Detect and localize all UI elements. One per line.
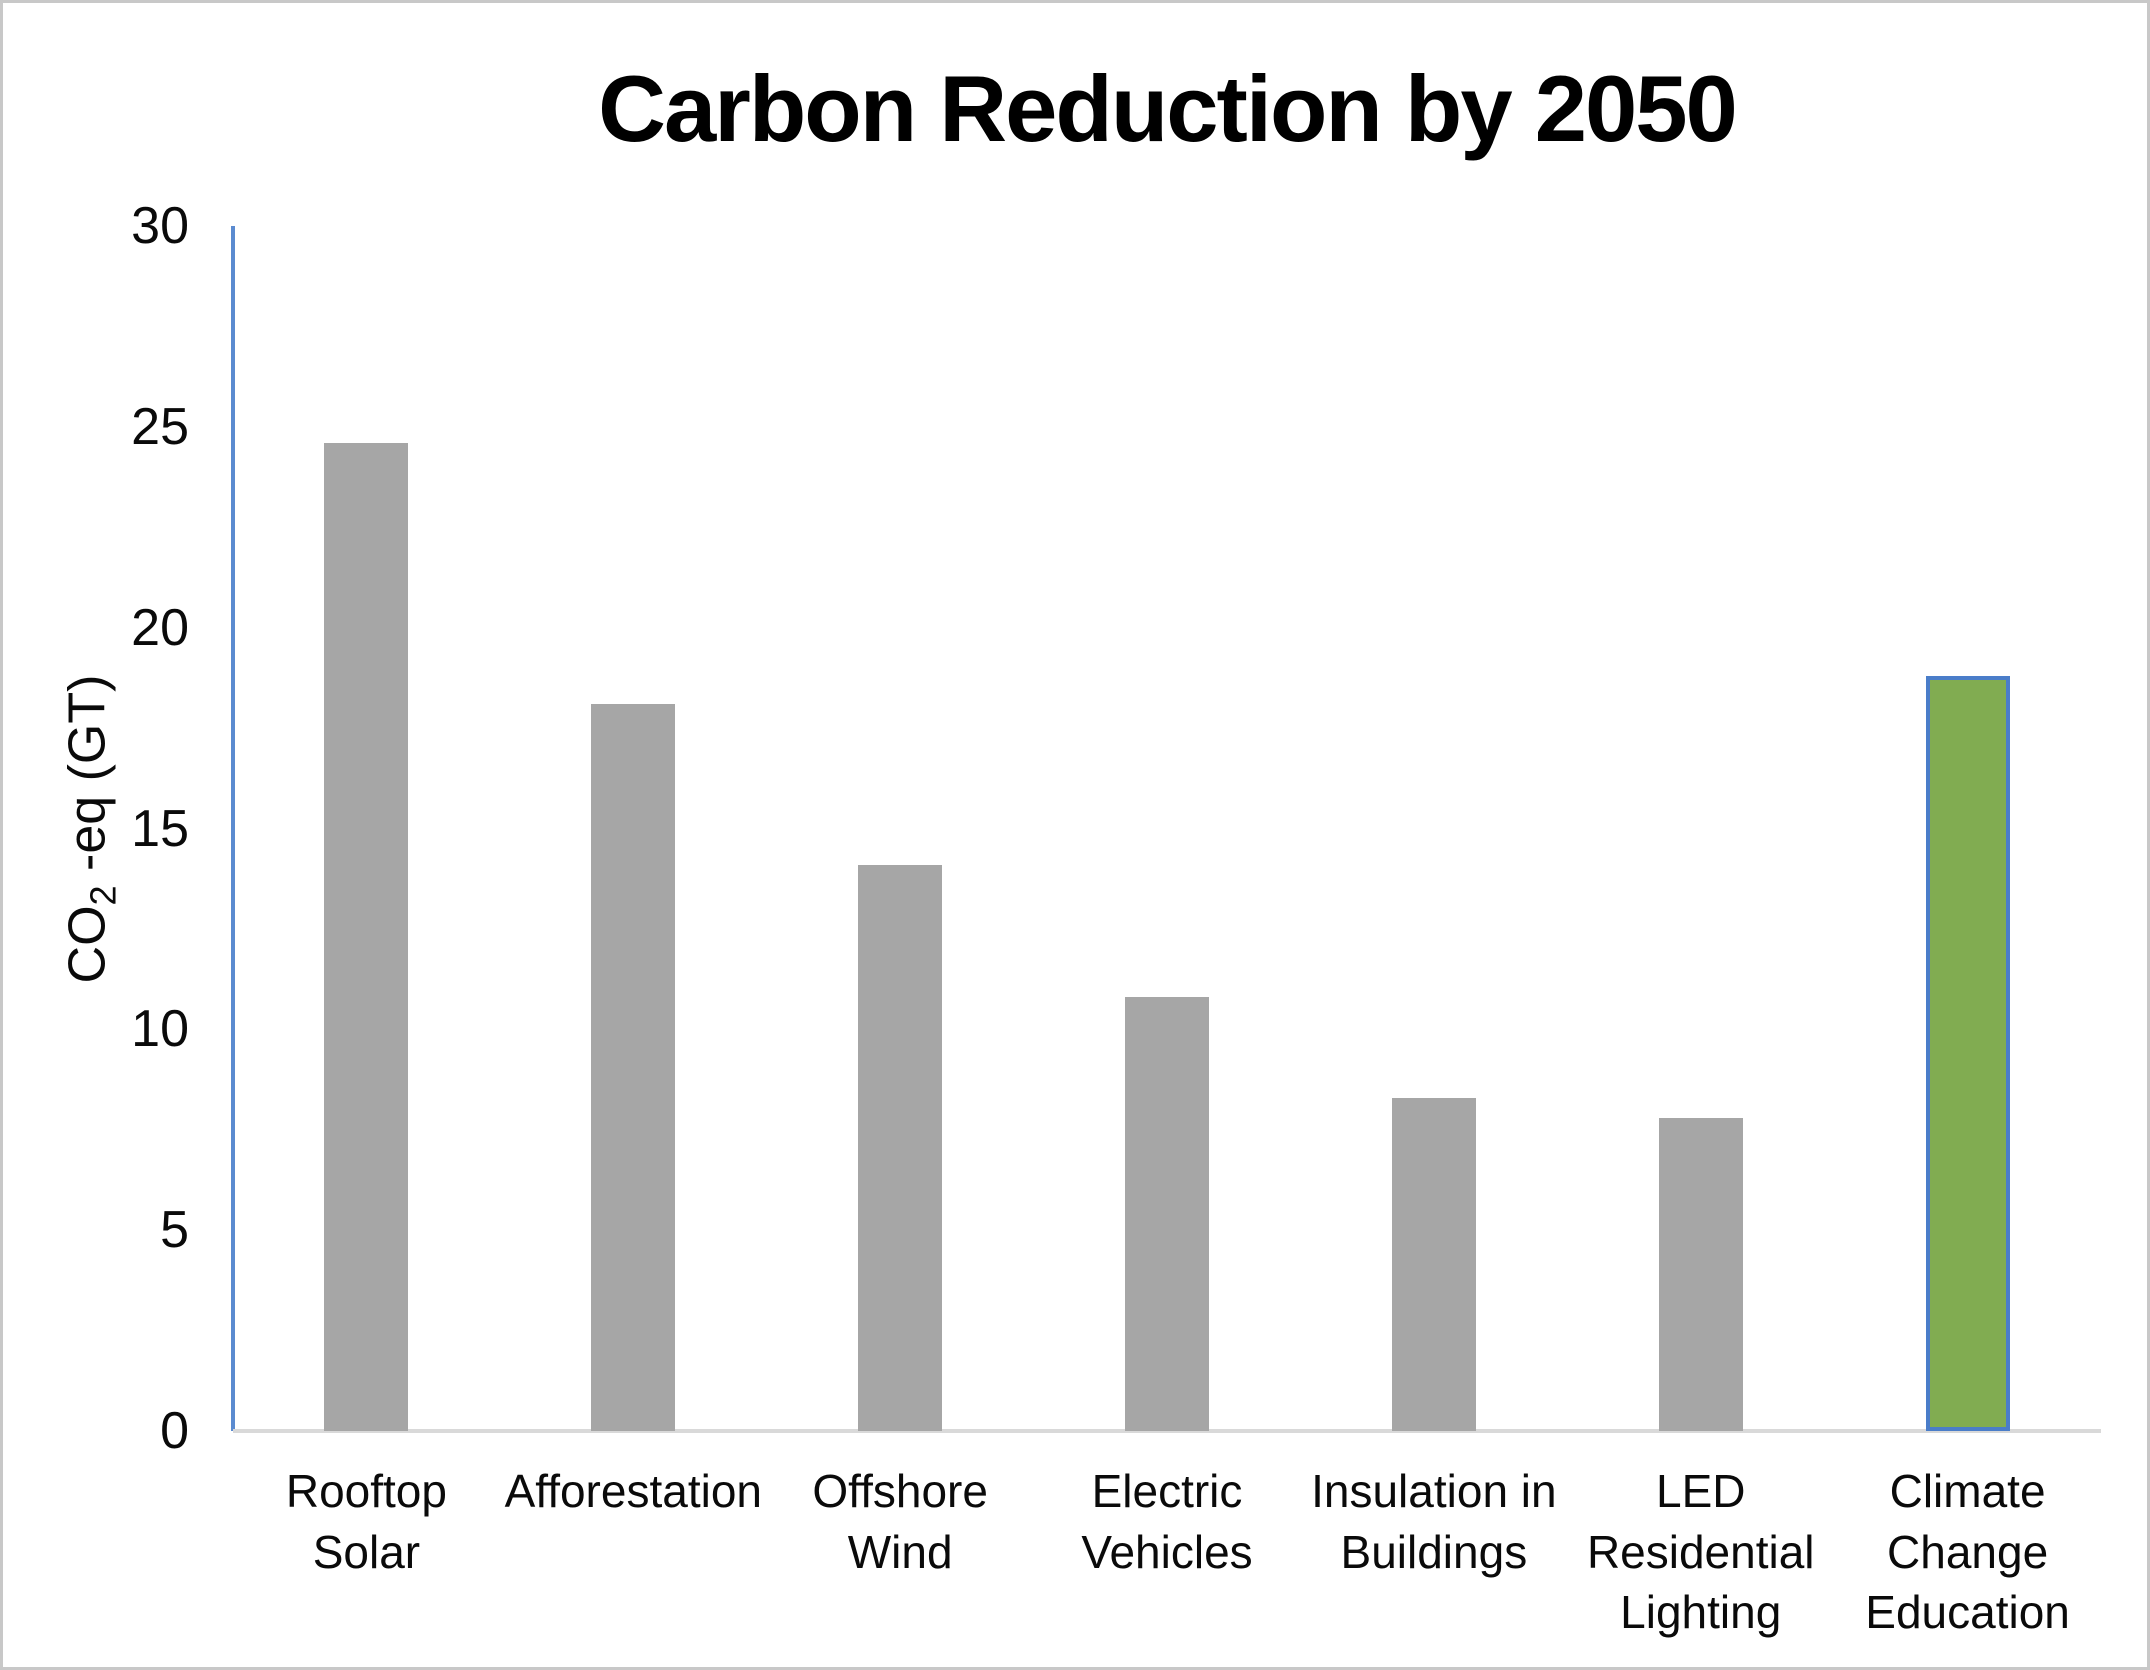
y-axis-line bbox=[231, 226, 235, 1431]
bar-slot-0 bbox=[233, 226, 500, 1431]
category-label-climate-change-education: Climate Change Education bbox=[1865, 1465, 2070, 1639]
category-label-rooftop-solar: Rooftop Solar bbox=[285, 1465, 447, 1578]
category-labels: Rooftop Solar Afforestation Offshore Wind Ele… bbox=[233, 1461, 2101, 1643]
y-tick-label-30: 30 bbox=[131, 197, 189, 255]
y-tick-label-25: 25 bbox=[131, 397, 189, 456]
bar-afforestation bbox=[591, 703, 676, 1431]
y-tick-label-5: 5 bbox=[160, 1201, 189, 1260]
bar-slot-6 bbox=[1834, 226, 2101, 1431]
bar-climate-change-education bbox=[1925, 675, 2010, 1431]
bar-rooftop-solar bbox=[324, 442, 409, 1431]
y-axis-title-subscript: 2 bbox=[82, 885, 124, 906]
y-tick-label-15: 15 bbox=[131, 799, 189, 858]
x-axis-line bbox=[233, 1429, 2101, 1433]
category-label-electric-vehicles: Electric Vehicles bbox=[1081, 1465, 1253, 1578]
y-axis-title-prefix: CO bbox=[58, 905, 117, 984]
bar-electric-vehicles bbox=[1125, 997, 1209, 1431]
bar-insulation-in-buildings bbox=[1391, 1097, 1476, 1431]
chart-title: Carbon Reduction by 2050 bbox=[598, 56, 1738, 161]
bars-container bbox=[233, 226, 2101, 1431]
category-label-afforestation: Afforestation bbox=[504, 1465, 762, 1517]
bar-offshore-wind bbox=[858, 864, 943, 1431]
plot-area: 0 5 10 15 20 25 30 bbox=[131, 200, 2101, 1457]
y-tick-label-20: 20 bbox=[131, 598, 189, 657]
category-label-insulation-in-buildings: Insulation in Buildings bbox=[1311, 1465, 1557, 1578]
bar-slot-3 bbox=[1034, 226, 1301, 1431]
y-tick-label-0: 0 bbox=[160, 1402, 189, 1460]
category-label-led-residential-lighting: LED Residential Lighting bbox=[1586, 1465, 1815, 1639]
y-tick-label-10: 10 bbox=[131, 1000, 189, 1059]
bar-slot-4 bbox=[1300, 226, 1567, 1431]
bar-led-residential-lighting bbox=[1658, 1117, 1743, 1431]
bar-slot-1 bbox=[500, 226, 767, 1431]
bar-slot-2 bbox=[767, 226, 1034, 1431]
category-label-offshore-wind: Offshore Wind bbox=[812, 1465, 988, 1578]
bar-slot-5 bbox=[1567, 226, 1834, 1431]
